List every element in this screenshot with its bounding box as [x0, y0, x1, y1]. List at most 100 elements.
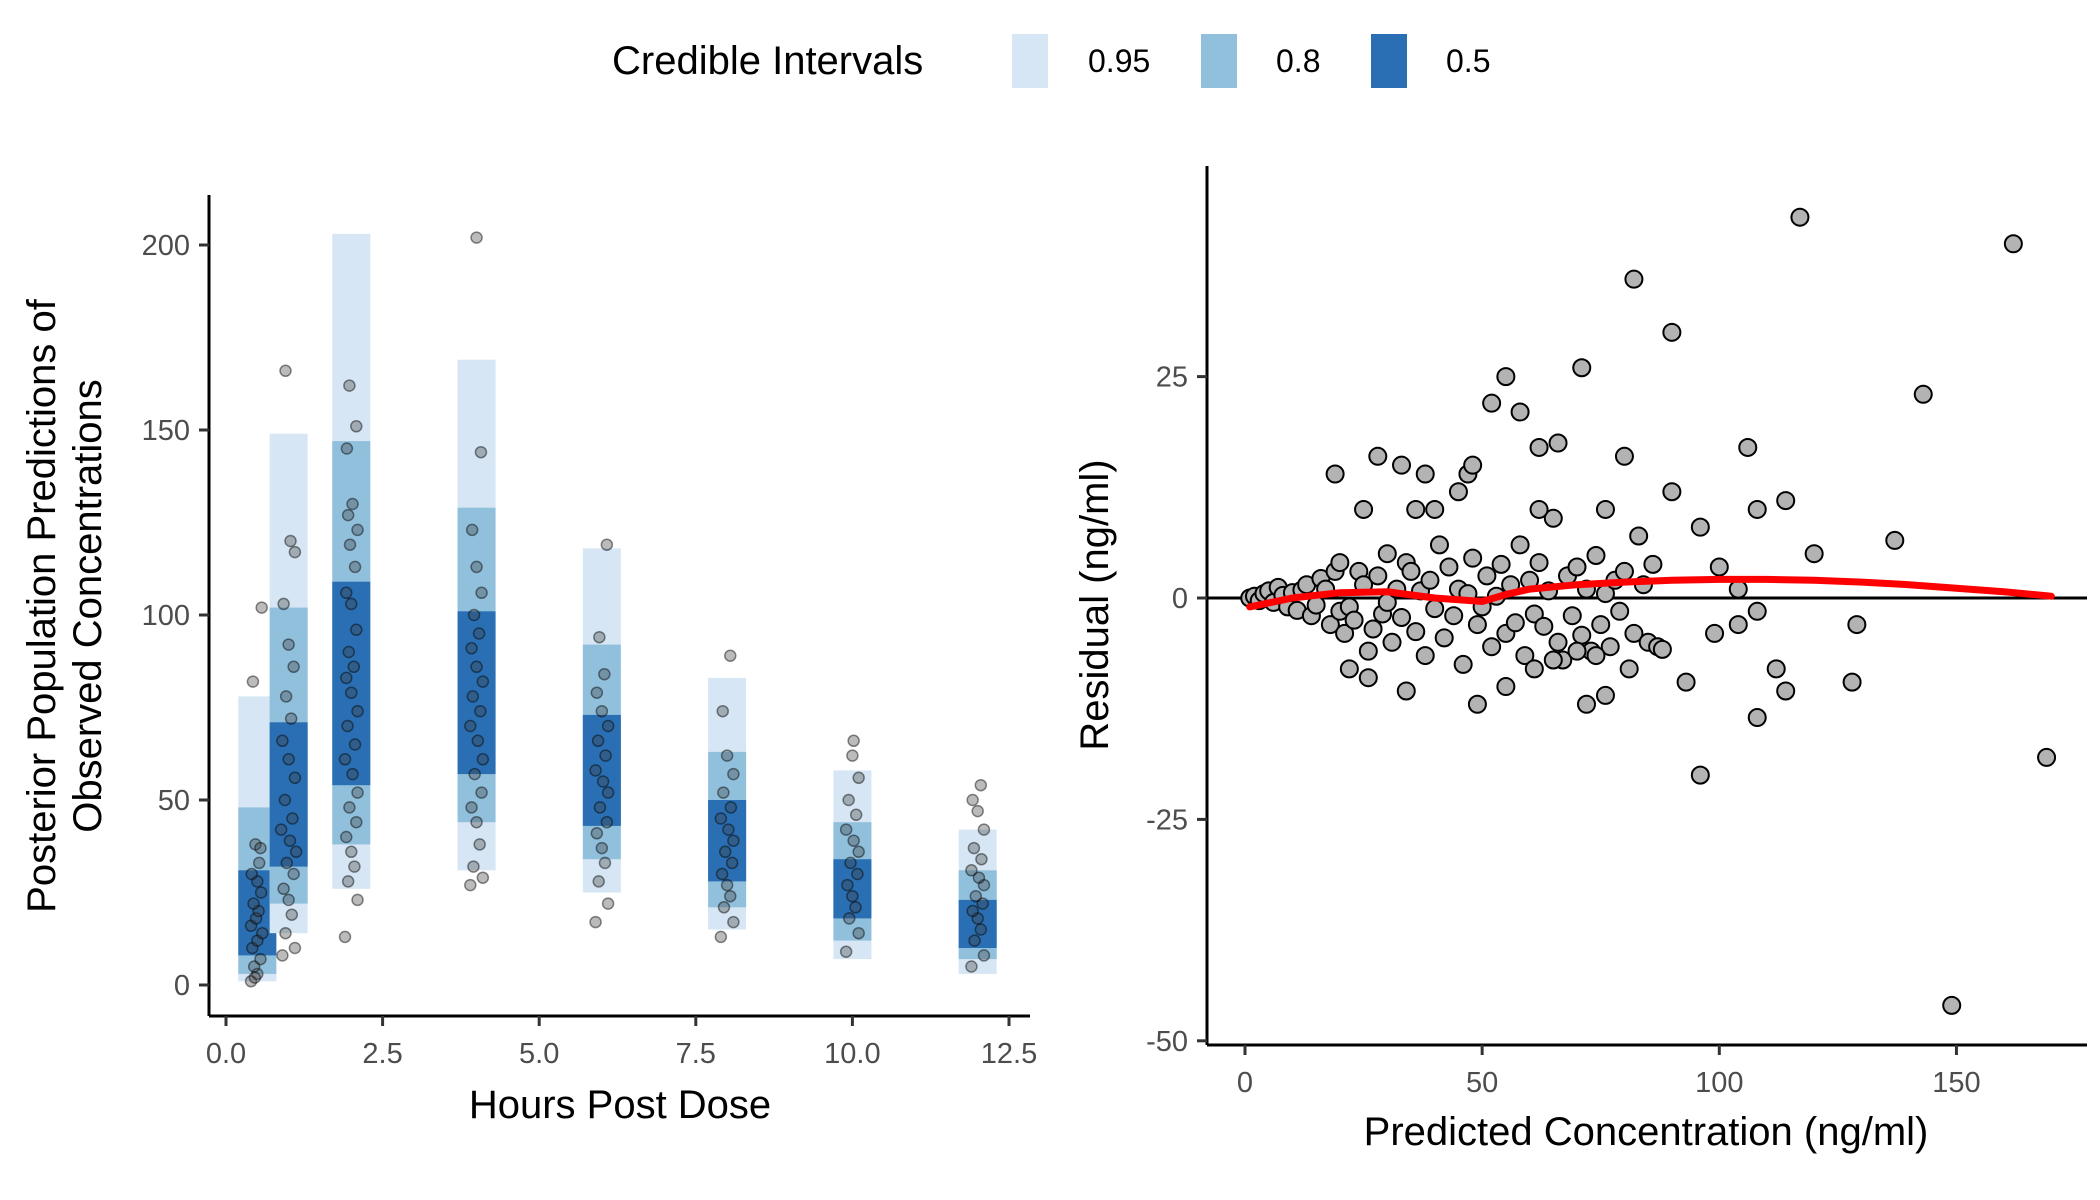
observation-point: [341, 719, 354, 733]
observation-point: [718, 845, 732, 859]
interval-0.5-t10: [833, 859, 872, 919]
residual-point: [1690, 517, 1710, 537]
right-x-tick-label: 150: [1932, 1067, 1980, 1099]
residual-point: [1482, 393, 1502, 413]
residual-point: [1690, 765, 1710, 785]
observation-point: [471, 734, 485, 748]
residual-point: [1515, 646, 1535, 666]
right-residual-points: [1240, 207, 2057, 1015]
observation-point: [852, 771, 865, 785]
right-y-tick-label: -25: [1146, 804, 1188, 836]
observation-point: [722, 823, 735, 836]
observation-point: [343, 379, 356, 392]
legend-label-0.95: 0.95: [1088, 43, 1150, 79]
residual-point: [1368, 566, 1388, 586]
observation-point: [254, 841, 267, 855]
residual-point: [1595, 685, 1615, 705]
residual-point: [2037, 747, 2057, 767]
observation-point: [839, 945, 853, 958]
left-x-tick-label: 2.5: [362, 1038, 402, 1070]
right-y-ticks: -50 -25 0 25: [1146, 362, 1207, 1058]
residual-point: [1624, 623, 1644, 643]
left-x-tick-label: 5.0: [519, 1038, 559, 1070]
observation-point: [247, 960, 261, 973]
observation-point: [724, 889, 737, 903]
observation-point: [725, 856, 739, 870]
residual-point: [1776, 681, 1796, 701]
residual-point: [1624, 269, 1644, 289]
observation-point: [966, 904, 979, 918]
residual-point: [1505, 613, 1525, 633]
residual-point: [1709, 557, 1729, 577]
observation-point: [351, 893, 364, 907]
observation-point: [977, 878, 991, 892]
observation-point: [246, 941, 259, 955]
observation-point: [476, 753, 490, 766]
observation-point: [246, 675, 260, 688]
residual-point: [1619, 659, 1639, 679]
observation-point: [249, 912, 263, 925]
observation-point: [345, 686, 358, 699]
residual-point: [1629, 526, 1649, 546]
residual-point: [1572, 625, 1592, 645]
observation-point: [715, 867, 729, 881]
observation-point: [338, 930, 352, 944]
observation-point: [971, 804, 984, 818]
observation-point: [340, 586, 353, 600]
observation-point: [475, 586, 488, 600]
observation-point: [724, 649, 737, 662]
observation-point: [340, 671, 353, 685]
residual-point: [1790, 207, 1810, 227]
observation-point: [974, 923, 988, 936]
observation-point: [599, 749, 612, 762]
interval-0.5-t2: [332, 581, 371, 786]
right-y-tick-label: -50: [1146, 1026, 1188, 1058]
residual-point: [1377, 544, 1397, 564]
residual-point: [1363, 619, 1383, 639]
residual-point: [1358, 641, 1378, 661]
observation-point: [595, 704, 609, 718]
observation-point: [842, 793, 855, 807]
observation-point: [279, 926, 292, 940]
observation-point: [965, 960, 978, 973]
residual-point: [1320, 615, 1340, 635]
residual-point: [1676, 672, 1696, 692]
left-y-tick-label: 50: [158, 785, 190, 817]
observation-point: [350, 623, 363, 637]
observation-point: [350, 420, 363, 433]
observation-point: [974, 778, 988, 792]
left-x-ticks: 0.0 2.5 5.0 7.5 10.0 12.5: [206, 1016, 1037, 1070]
observation-point: [717, 901, 731, 914]
observation-point: [283, 834, 297, 847]
residual-point: [1392, 607, 1412, 627]
observation-point: [977, 823, 991, 836]
observation-point: [593, 630, 606, 644]
observation-point: [724, 801, 738, 814]
observation-point: [601, 786, 615, 799]
observation-point: [346, 767, 359, 781]
observation-point: [975, 852, 988, 866]
residual-point: [1491, 554, 1511, 574]
residual-point: [1543, 508, 1563, 528]
legend-swatch-0.5: [1371, 34, 1407, 88]
observation-point: [276, 949, 289, 962]
residual-point: [1415, 646, 1435, 666]
observation-point: [254, 886, 268, 899]
observation-point: [467, 860, 480, 873]
observation-point: [249, 838, 262, 851]
residual-point: [1652, 639, 1672, 659]
observation-point: [968, 934, 981, 947]
observation-point: [472, 627, 486, 640]
observation-point: [849, 808, 863, 822]
left-x-tick-label: 7.5: [676, 1038, 716, 1070]
residual-point: [1567, 557, 1587, 577]
observation-point: [341, 875, 355, 888]
observation-point: [589, 915, 602, 929]
residual-point: [1354, 499, 1374, 519]
left-panel: 0.0 2.5 5.0 7.5 10.0 12.5 0 50 100 150 200 Hours …: [20, 195, 1037, 1127]
observation-point: [340, 830, 353, 844]
observation-point: [252, 904, 265, 918]
observation-point: [340, 442, 354, 455]
observation-point: [839, 823, 853, 836]
residual-point: [1496, 677, 1516, 697]
